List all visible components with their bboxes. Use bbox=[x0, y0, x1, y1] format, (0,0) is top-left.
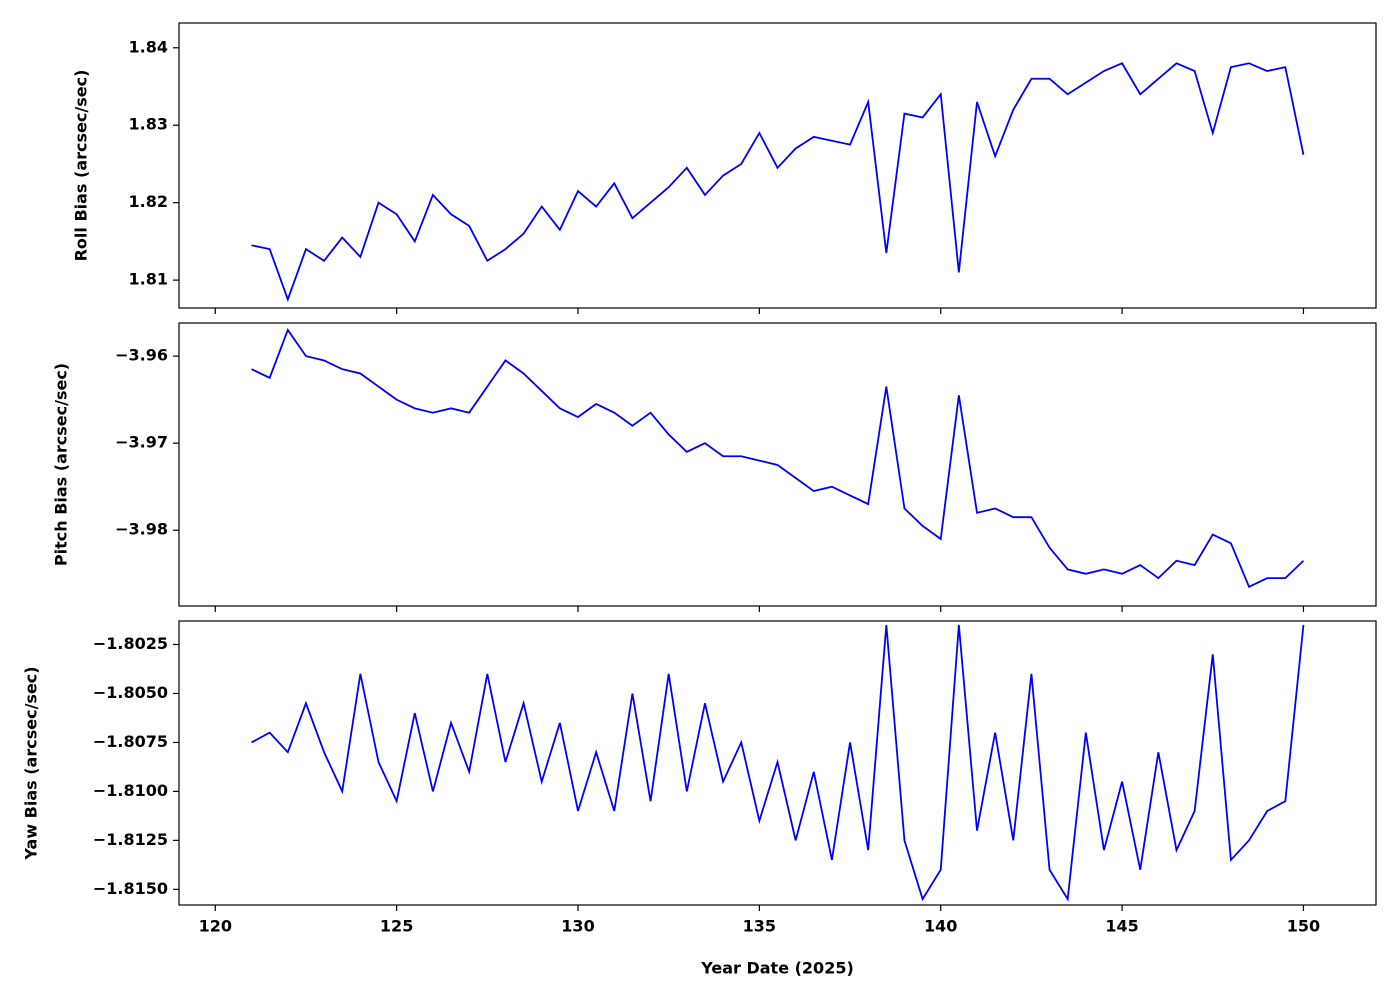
x-tick-label: 140 bbox=[924, 917, 957, 936]
y-tick-label: 1.83 bbox=[129, 115, 168, 134]
data-line bbox=[251, 624, 1305, 902]
y-tick-label: −3.98 bbox=[115, 520, 168, 539]
y-tick-label: −1.8075 bbox=[93, 732, 168, 751]
panel: −1.8025 −1.8050 −1.8075 −1.8100 −1.8125 −1.81… bbox=[22, 620, 1377, 978]
x-tick-label: 145 bbox=[1105, 917, 1138, 936]
axes-frame bbox=[178, 322, 1377, 607]
axes-frame bbox=[178, 22, 1377, 309]
y-axis-label: Yaw Bias (arcsec/sec) bbox=[22, 666, 41, 860]
x-axis-label: Year Date (2025) bbox=[700, 959, 854, 978]
x-tick-label: 125 bbox=[380, 917, 413, 936]
x-tick-label: 150 bbox=[1287, 917, 1320, 936]
panel: 1.81 1.82 1.83 1.84 Roll Bias (arcsec/sec) bbox=[72, 22, 1377, 314]
y-tick-label: −3.96 bbox=[115, 346, 168, 365]
y-tick-label: −3.97 bbox=[115, 433, 168, 452]
panel: −3.96 −3.97 −3.98 Pitch Bias (arcsec/sec) bbox=[52, 322, 1377, 612]
y-tick-label: −1.8050 bbox=[93, 683, 168, 702]
data-line bbox=[251, 328, 1305, 589]
x-tick-label: 120 bbox=[199, 917, 232, 936]
data-line bbox=[251, 62, 1305, 303]
y-axis-label: Roll Bias (arcsec/sec) bbox=[72, 70, 91, 262]
y-tick-label: 1.84 bbox=[129, 37, 168, 56]
axes-frame bbox=[178, 620, 1377, 906]
y-tick-label: 1.81 bbox=[129, 270, 168, 289]
y-tick-label: 1.82 bbox=[129, 192, 168, 211]
y-tick-label: −1.8100 bbox=[93, 781, 168, 800]
y-tick-label: −1.8150 bbox=[93, 879, 168, 898]
y-tick-label: −1.8025 bbox=[93, 634, 168, 653]
y-axis-label: Pitch Bias (arcsec/sec) bbox=[52, 363, 71, 566]
x-tick-label: 135 bbox=[743, 917, 776, 936]
x-tick-label: 130 bbox=[561, 917, 594, 936]
y-tick-label: −1.8125 bbox=[93, 830, 168, 849]
